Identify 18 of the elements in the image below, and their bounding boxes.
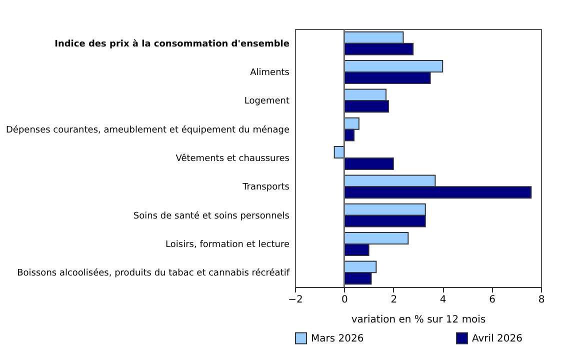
y-tick-label: Aliments <box>250 68 290 78</box>
x-axis-title: variation en % sur 12 mois <box>351 314 486 326</box>
x-tick-label: 0 <box>342 294 348 306</box>
x-tick-label: 8 <box>538 294 545 306</box>
x-tick-label: 4 <box>440 294 446 306</box>
x-tick-label: 6 <box>489 294 496 306</box>
y-tick-label: Transports <box>242 182 290 193</box>
x-tick-label: 2 <box>390 294 398 306</box>
y-tick-label: Soins de santé et soins personnels <box>133 210 290 222</box>
y-tick-label: Loisirs, formation et lecture <box>166 240 290 250</box>
y-tick-label: Dépenses courantes, ameublement et équipement du ménage <box>6 124 290 136</box>
y-tick-label: Indice des prix à la consommation d'ensemble <box>54 38 290 50</box>
y-tick-label: Logement <box>244 96 290 107</box>
x-tick-label: −2 <box>288 294 303 306</box>
legend-label: Mars 2026 <box>311 333 364 344</box>
y-tick-label: Boissons alcoolisées, produits du tabac et cannabis récréatif <box>17 268 290 279</box>
legend-label: Avril 2026 <box>472 333 522 344</box>
y-tick-label: Vêtements et chaussures <box>176 153 290 164</box>
